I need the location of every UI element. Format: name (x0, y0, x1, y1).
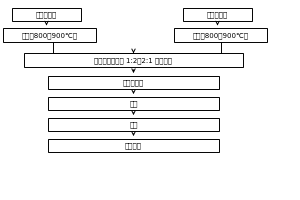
Text: 预烧（800～900℃）: 预烧（800～900℃） (21, 32, 78, 39)
Bar (183, 8, 252, 21)
Text: 造粒: 造粒 (129, 100, 138, 107)
Text: 烘干，过筛: 烘干，过筛 (36, 11, 57, 18)
Bar (12, 8, 81, 21)
Text: 按一定的质量比 1:2～2:1 混合球磨: 按一定的质量比 1:2～2:1 混合球磨 (94, 57, 172, 64)
Bar (48, 76, 219, 89)
Text: 烘干，过筛: 烘干，过筛 (123, 79, 144, 86)
Bar (24, 53, 243, 67)
Bar (48, 97, 219, 110)
Bar (48, 118, 219, 131)
Bar (3, 28, 96, 42)
Text: 冷等静压: 冷等静压 (125, 142, 142, 149)
Text: 烘干，过筛: 烘干，过筛 (207, 11, 228, 18)
Bar (48, 139, 219, 152)
Text: 预压: 预压 (129, 121, 138, 128)
Text: 预烧（800～900℃）: 预烧（800～900℃） (192, 32, 249, 39)
Bar (174, 28, 267, 42)
